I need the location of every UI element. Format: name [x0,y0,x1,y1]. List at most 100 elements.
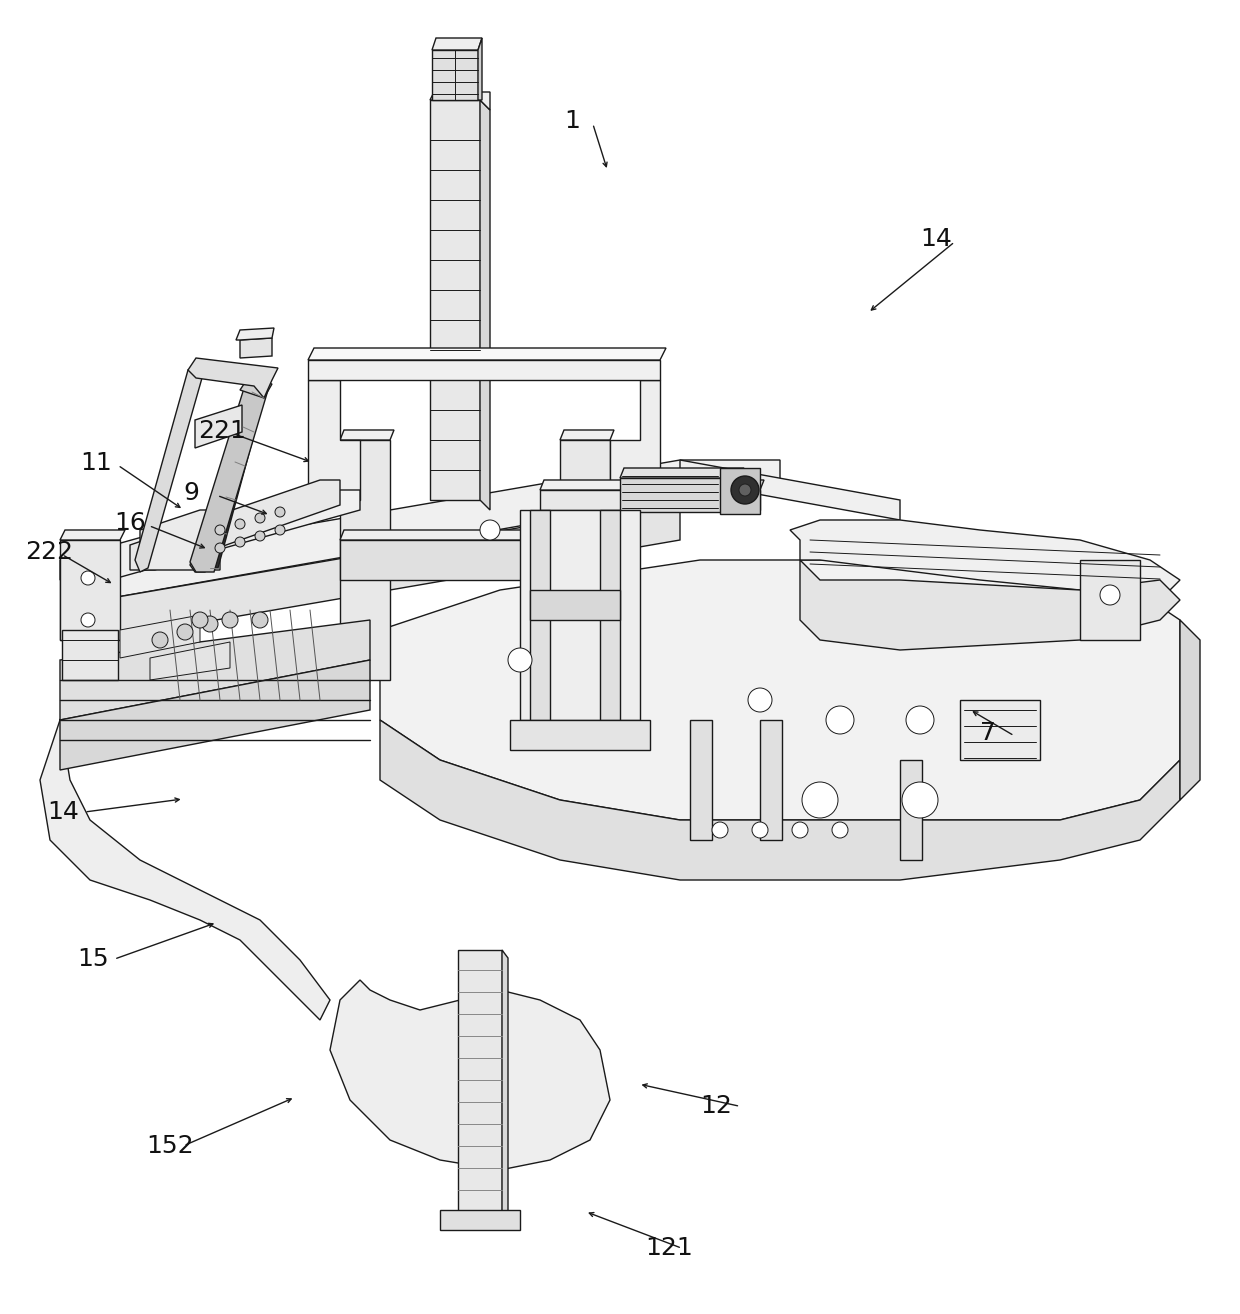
Polygon shape [60,579,110,640]
Polygon shape [340,440,391,681]
Polygon shape [800,560,1180,650]
Polygon shape [529,590,620,620]
Text: 14: 14 [47,800,79,824]
Polygon shape [539,480,764,490]
Polygon shape [477,38,482,100]
Text: 121: 121 [645,1236,693,1260]
Polygon shape [689,720,712,840]
Circle shape [222,612,238,628]
Circle shape [751,823,768,838]
Circle shape [480,520,500,540]
Circle shape [275,507,285,516]
Polygon shape [560,440,610,720]
Circle shape [1100,585,1120,604]
Polygon shape [60,660,370,770]
Polygon shape [100,460,780,600]
Circle shape [236,537,246,547]
Text: 11: 11 [81,451,113,474]
Polygon shape [379,560,1180,820]
Polygon shape [960,700,1040,759]
Circle shape [802,782,838,819]
Text: 16: 16 [114,511,146,535]
Circle shape [252,612,268,628]
Polygon shape [206,390,264,568]
Polygon shape [458,950,502,1219]
Polygon shape [432,50,477,100]
Circle shape [255,512,265,523]
Circle shape [202,616,218,632]
Circle shape [901,782,937,819]
Polygon shape [340,540,610,579]
Polygon shape [529,510,551,720]
Polygon shape [60,530,125,540]
Polygon shape [1180,620,1200,800]
Polygon shape [308,360,660,380]
Circle shape [826,706,854,735]
Polygon shape [430,92,490,110]
Polygon shape [188,357,278,398]
Circle shape [215,543,224,553]
Polygon shape [195,405,242,448]
Circle shape [81,614,95,627]
Circle shape [177,624,193,640]
Polygon shape [610,380,660,501]
Polygon shape [680,460,900,520]
Text: 152: 152 [146,1134,193,1158]
Polygon shape [40,681,330,1020]
Circle shape [732,476,759,505]
Polygon shape [900,759,923,859]
Polygon shape [620,468,744,478]
Polygon shape [100,501,680,640]
Circle shape [236,519,246,530]
Polygon shape [308,380,360,501]
Polygon shape [1080,560,1140,640]
Text: 14: 14 [920,227,952,251]
Polygon shape [340,530,614,540]
Circle shape [215,526,224,535]
Polygon shape [430,100,480,501]
Polygon shape [379,720,1180,880]
Circle shape [712,823,728,838]
Polygon shape [440,1210,520,1230]
Polygon shape [308,348,666,360]
Polygon shape [190,382,268,572]
Polygon shape [62,629,118,681]
Text: 221: 221 [198,419,247,443]
Polygon shape [760,720,782,840]
Polygon shape [520,510,640,720]
Polygon shape [330,980,610,1169]
Circle shape [832,823,848,838]
Polygon shape [241,378,272,398]
Polygon shape [130,480,340,570]
Polygon shape [432,38,482,50]
Text: 12: 12 [701,1095,733,1118]
Polygon shape [150,643,229,681]
Polygon shape [60,540,120,640]
Polygon shape [120,615,200,658]
Text: 15: 15 [77,947,109,971]
Circle shape [81,572,95,585]
Circle shape [192,612,208,628]
Polygon shape [140,510,219,570]
Polygon shape [190,378,262,572]
Polygon shape [502,950,508,1229]
Polygon shape [620,478,740,512]
Circle shape [792,823,808,838]
Polygon shape [60,620,370,720]
Polygon shape [790,520,1180,600]
Text: 9: 9 [184,481,200,505]
Circle shape [739,484,751,495]
Polygon shape [600,510,620,720]
Circle shape [906,706,934,735]
Polygon shape [510,720,650,750]
Polygon shape [480,100,490,510]
Circle shape [508,648,532,671]
Polygon shape [60,490,360,579]
Text: 222: 222 [25,540,73,564]
Polygon shape [241,338,272,357]
Polygon shape [340,430,394,440]
Text: 1: 1 [564,109,580,133]
Polygon shape [539,490,760,510]
Polygon shape [236,328,274,340]
Circle shape [275,526,285,535]
